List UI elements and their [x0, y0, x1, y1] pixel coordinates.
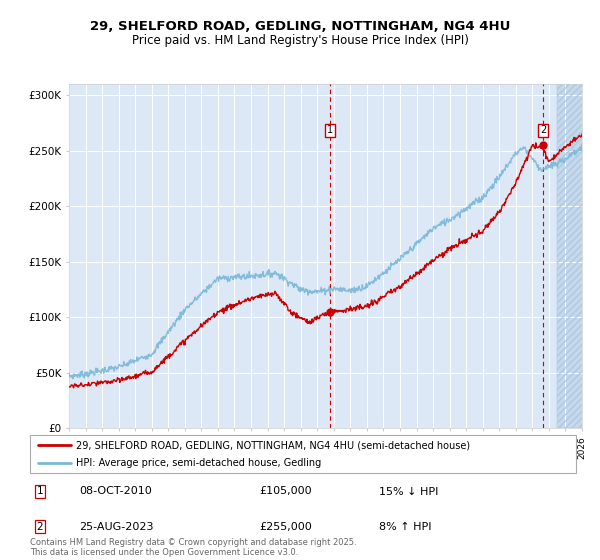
Text: 2: 2 — [540, 125, 546, 136]
Bar — [557, 84, 599, 428]
Text: HPI: Average price, semi-detached house, Gedling: HPI: Average price, semi-detached house,… — [76, 458, 322, 468]
Text: 8% ↑ HPI: 8% ↑ HPI — [379, 521, 432, 531]
Text: Price paid vs. HM Land Registry's House Price Index (HPI): Price paid vs. HM Land Registry's House … — [131, 34, 469, 46]
Text: £105,000: £105,000 — [259, 487, 312, 497]
Text: 1: 1 — [37, 487, 43, 497]
Text: 2: 2 — [37, 521, 43, 531]
Text: 15% ↓ HPI: 15% ↓ HPI — [379, 487, 439, 497]
Text: Contains HM Land Registry data © Crown copyright and database right 2025.
This d: Contains HM Land Registry data © Crown c… — [30, 538, 356, 557]
Text: 25-AUG-2023: 25-AUG-2023 — [79, 521, 154, 531]
FancyBboxPatch shape — [30, 435, 576, 473]
Text: 29, SHELFORD ROAD, GEDLING, NOTTINGHAM, NG4 4HU: 29, SHELFORD ROAD, GEDLING, NOTTINGHAM, … — [90, 20, 510, 32]
Text: 1: 1 — [327, 125, 333, 136]
Text: 29, SHELFORD ROAD, GEDLING, NOTTINGHAM, NG4 4HU (semi-detached house): 29, SHELFORD ROAD, GEDLING, NOTTINGHAM, … — [76, 440, 470, 450]
Bar — [557, 84, 599, 428]
Text: £255,000: £255,000 — [259, 521, 312, 531]
Text: 08-OCT-2010: 08-OCT-2010 — [79, 487, 152, 497]
